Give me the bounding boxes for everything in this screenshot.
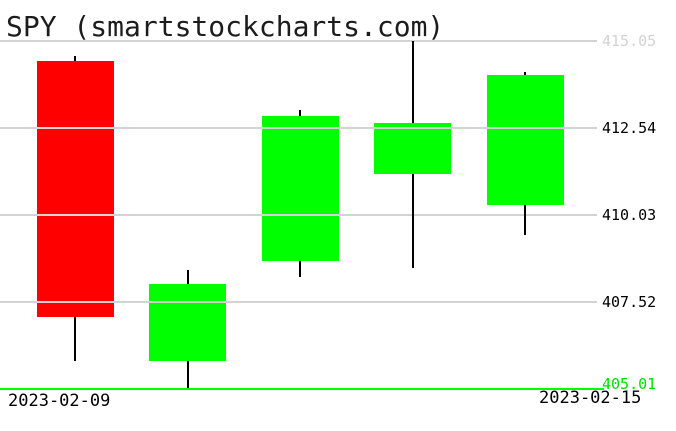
- candle-upper-wick: [411, 41, 414, 124]
- chart-title: SPY (smartstockcharts.com): [6, 10, 445, 43]
- candle-lower-wick: [74, 316, 76, 361]
- y-axis-tick-label: 410.03: [602, 206, 657, 224]
- gridline: [0, 40, 597, 42]
- candle-body: [36, 61, 114, 317]
- candle-body: [261, 115, 339, 262]
- y-axis-tick-label: 405.01: [602, 375, 657, 393]
- candle-body: [374, 123, 451, 174]
- gridline: [0, 301, 597, 303]
- y-axis-tick-label: 415.05: [602, 32, 657, 50]
- candle-body: [486, 74, 564, 205]
- candle-lower-wick: [524, 204, 526, 236]
- x-axis-tick-label-start: 2023-02-09: [8, 391, 111, 411]
- x-axis-tick-label-end: 2023-02-15: [539, 388, 642, 408]
- candle-upper-wick: [186, 270, 189, 285]
- y-axis-tick-label: 412.54: [602, 119, 657, 137]
- gridline: [0, 127, 597, 129]
- x-axis-line: [0, 388, 604, 390]
- candle-body: [149, 284, 226, 361]
- y-axis-tick-label: 407.52: [602, 293, 657, 311]
- gridline: [0, 214, 597, 216]
- candle-lower-wick: [299, 261, 301, 278]
- candle-upper-wick: [74, 56, 76, 62]
- candle-lower-wick: [186, 360, 189, 389]
- candle-upper-wick: [524, 72, 526, 75]
- candle-upper-wick: [299, 109, 301, 116]
- candle-lower-wick: [411, 173, 414, 269]
